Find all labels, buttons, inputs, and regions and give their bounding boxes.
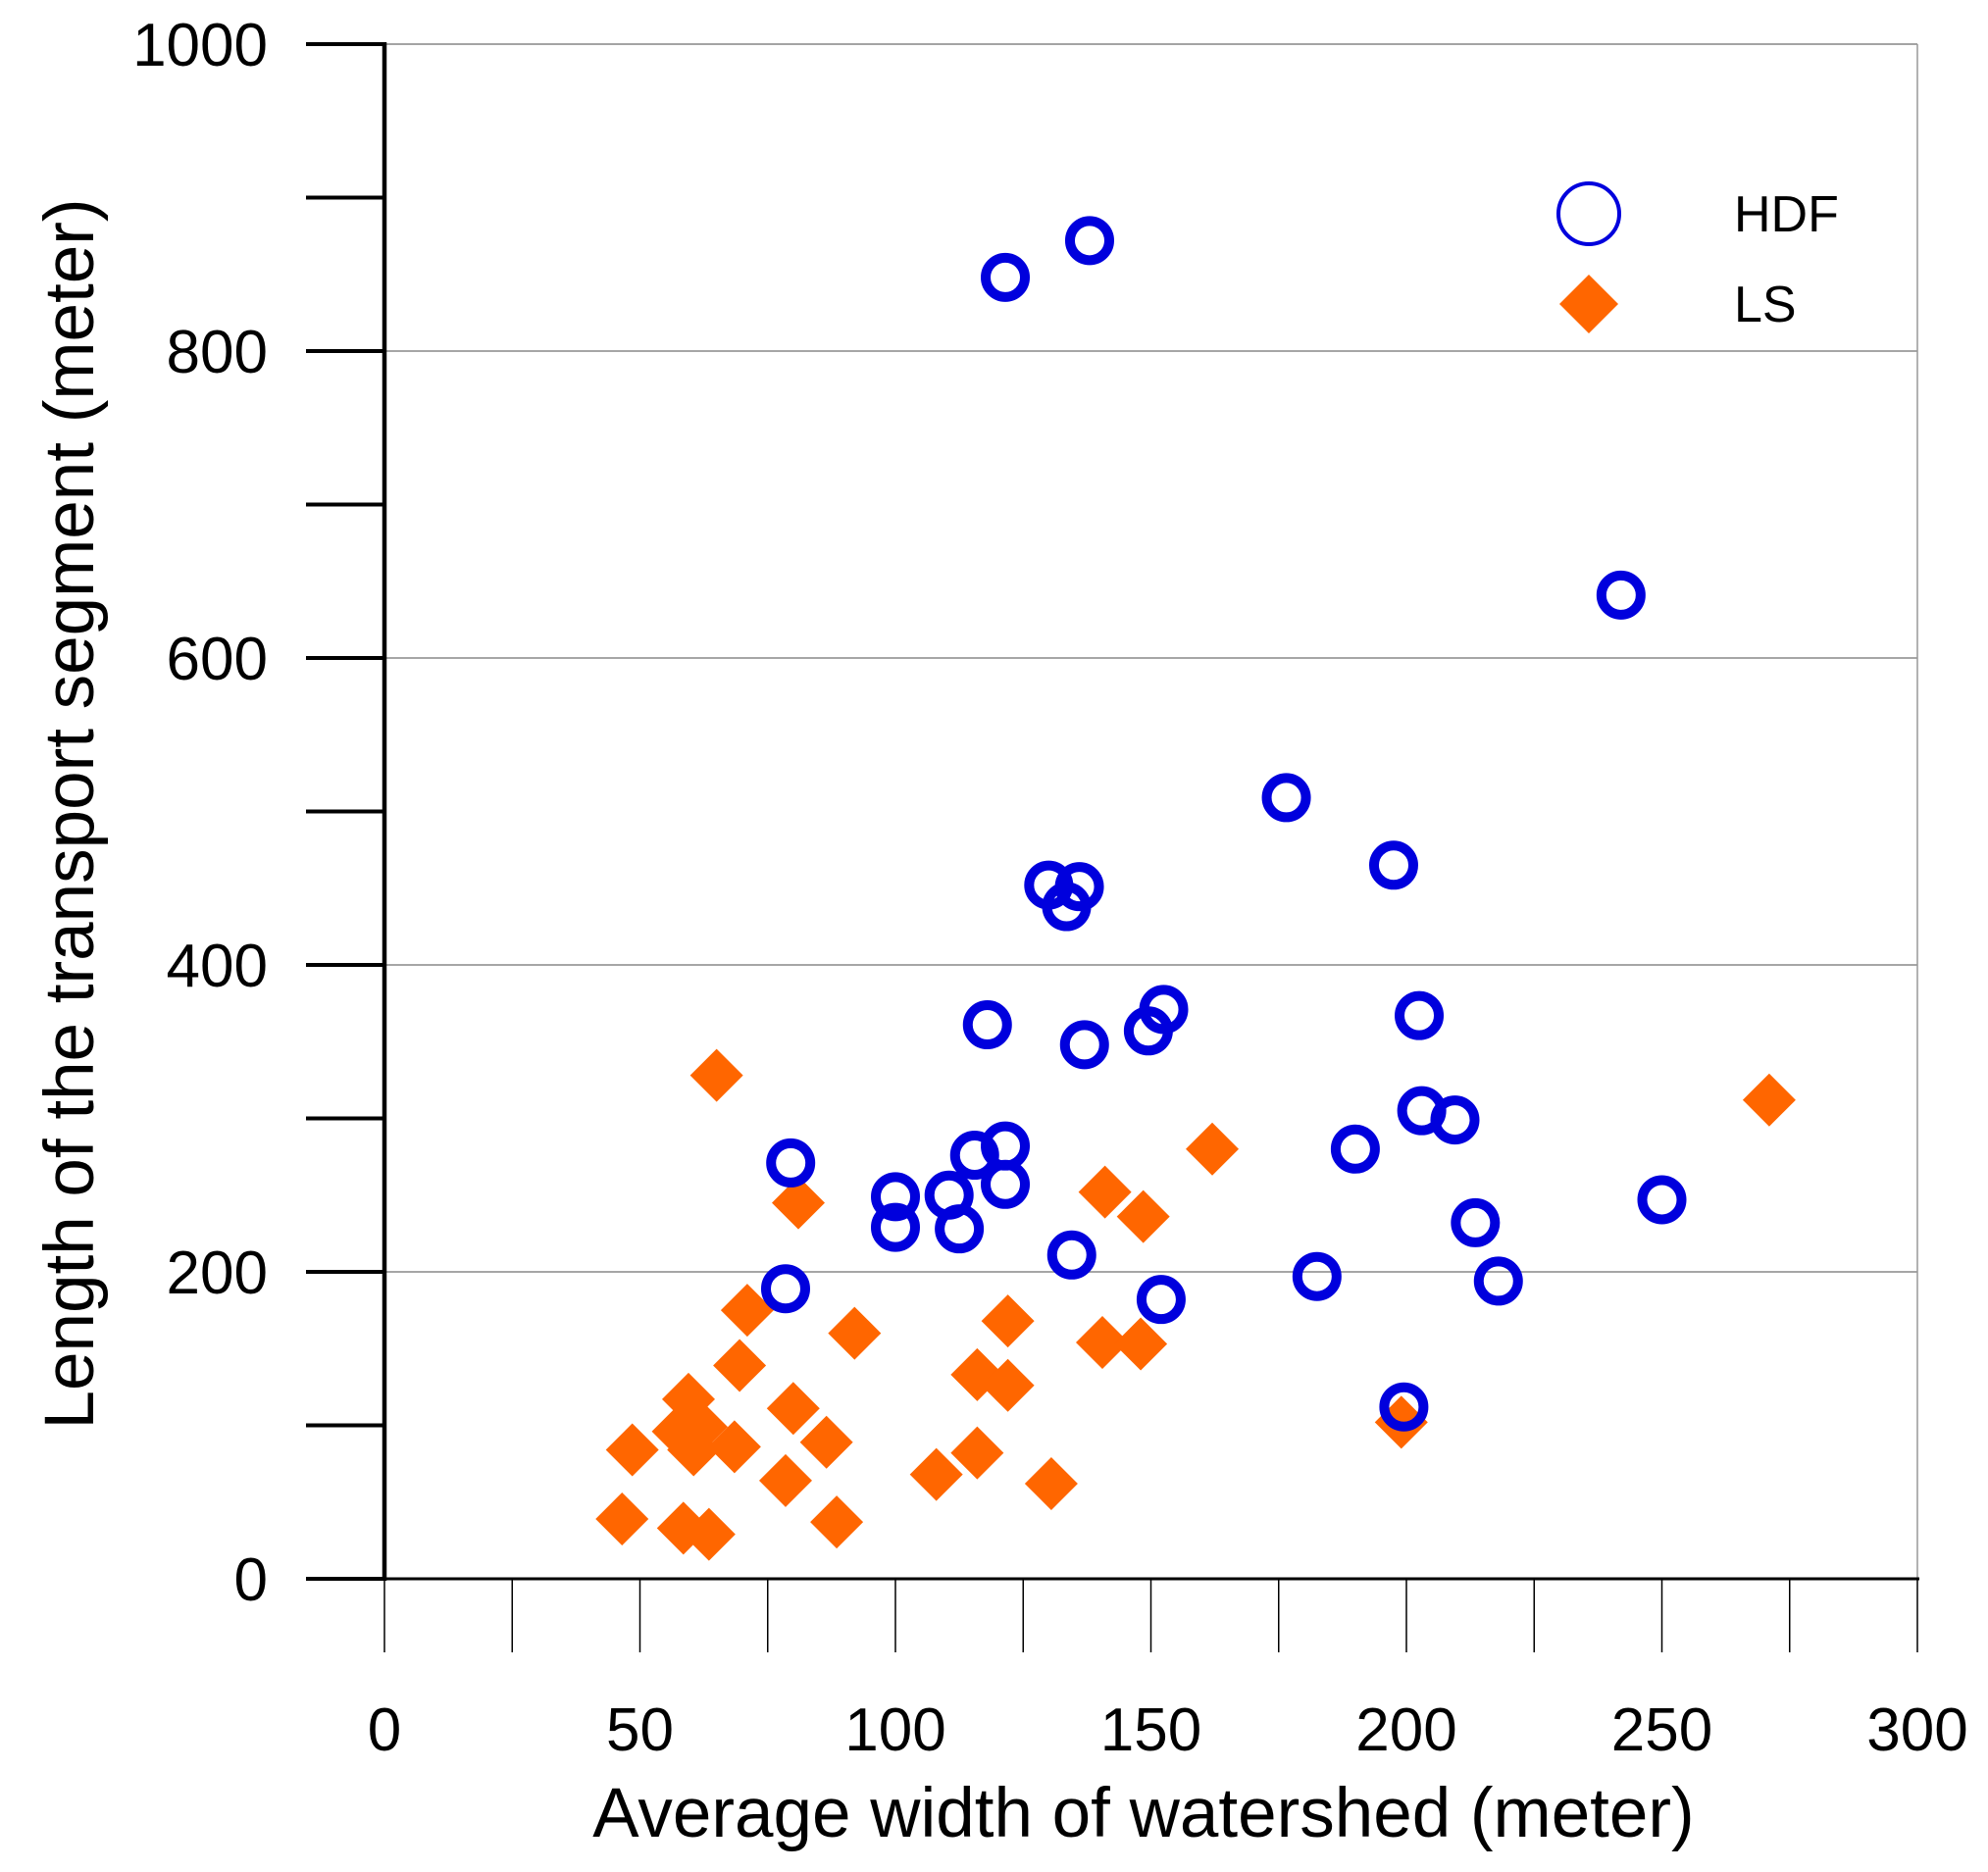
data-point-ls [950, 1426, 1004, 1480]
x-tick-label: 250 [1611, 1696, 1712, 1764]
data-point-hdf [1395, 990, 1445, 1040]
y-tick-label: 400 [167, 933, 268, 1000]
data-point-ls [713, 1339, 767, 1392]
data-point-ls [682, 1507, 736, 1561]
data-point-ls [810, 1495, 864, 1549]
y-tick-label: 800 [167, 319, 268, 386]
data-series [595, 216, 1796, 1561]
data-point-hdf [1261, 773, 1311, 823]
data-point-hdf [1136, 1275, 1186, 1325]
data-point-hdf [1379, 1382, 1429, 1432]
data-point-hdf [1042, 882, 1092, 932]
data-point-ls [909, 1447, 963, 1501]
data-point-ls [595, 1492, 649, 1545]
data-point-ls [1076, 1315, 1130, 1369]
series-hdf [760, 216, 1687, 1432]
x-tick-label: 300 [1866, 1696, 1967, 1764]
data-point-hdf [1637, 1175, 1687, 1225]
data-point-hdf [935, 1204, 985, 1254]
y-tick-label: 600 [167, 626, 268, 693]
data-point-hdf [949, 1131, 999, 1181]
data-point-ls [758, 1453, 812, 1507]
data-point-ls [1742, 1073, 1796, 1127]
data-point-ls [981, 1358, 1035, 1412]
data-point-ls [799, 1415, 853, 1469]
y-tick-label: 200 [167, 1240, 268, 1307]
data-point-hdf [1059, 1020, 1109, 1070]
data-point-hdf [1292, 1251, 1342, 1301]
y-tick-label: 0 [234, 1546, 268, 1614]
data-point-ls [1116, 1189, 1170, 1243]
data-point-hdf [1368, 840, 1418, 890]
x-tick-label: 0 [368, 1696, 401, 1764]
data-point-hdf [1123, 1006, 1173, 1056]
series-ls [595, 1048, 1796, 1561]
data-point-hdf [962, 1000, 1012, 1050]
data-point-ls [667, 1423, 721, 1477]
x-tick-label: 100 [844, 1696, 945, 1764]
data-point-ls [766, 1382, 820, 1436]
data-point-ls [1078, 1165, 1132, 1219]
data-point-hdf [1430, 1095, 1480, 1145]
data-point-hdf [981, 252, 1031, 302]
data-point-hdf [1596, 570, 1646, 620]
legend-label-ls: LS [1734, 277, 1797, 333]
y-tick-label: 1000 [132, 12, 268, 79]
data-point-ls [1024, 1456, 1078, 1510]
data-point-ls [981, 1294, 1035, 1348]
data-point-ls [689, 1048, 743, 1102]
data-point-ls [720, 1284, 774, 1338]
data-point-hdf [760, 1264, 810, 1314]
legend-marker-hdf [1556, 181, 1621, 246]
data-point-hdf [766, 1138, 816, 1188]
data-point-hdf [871, 1172, 920, 1222]
data-point-ls [828, 1306, 882, 1360]
data-point-ls [1186, 1122, 1240, 1176]
x-axis-title: Average width of watershed (meter) [592, 1775, 1694, 1852]
y-axis-ticks: 0 200 400 600 800 1000 [132, 12, 384, 1614]
legend-marker-ls [1559, 275, 1618, 333]
x-axis-ticks: 0 50 100 150 200 250 300 [368, 1579, 1968, 1764]
data-point-hdf [1046, 1230, 1096, 1280]
data-point-hdf [1330, 1124, 1380, 1174]
data-point-hdf [871, 1202, 920, 1252]
data-point-ls [772, 1176, 826, 1230]
data-point-hdf [981, 1159, 1031, 1209]
x-tick-label: 150 [1100, 1696, 1201, 1764]
data-point-hdf [1473, 1256, 1523, 1306]
legend-label-hdf: HDF [1734, 186, 1839, 243]
data-point-ls [605, 1423, 659, 1477]
y-axis-title: Length of the transport segment (meter) [31, 199, 109, 1430]
data-point-ls [1114, 1317, 1168, 1371]
legend: HDF LS [1556, 181, 1839, 333]
data-point-ls [707, 1420, 761, 1474]
data-point-hdf [1064, 216, 1114, 266]
x-tick-label: 50 [606, 1696, 674, 1764]
data-point-hdf [1451, 1197, 1501, 1247]
x-tick-label: 200 [1355, 1696, 1456, 1764]
